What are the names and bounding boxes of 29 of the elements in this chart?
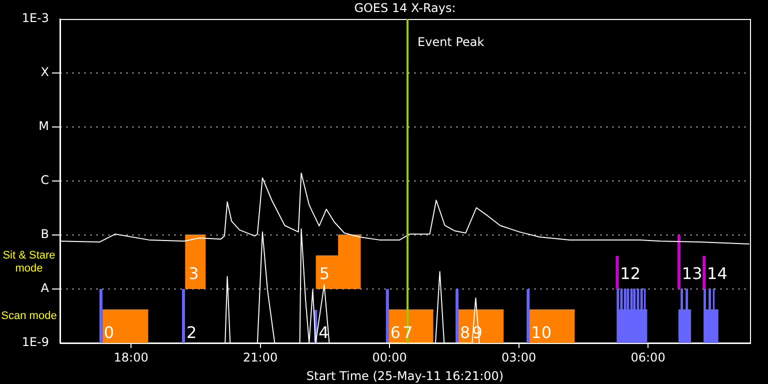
series-label: 0 (104, 323, 114, 342)
x-tick-label: 06:00 (630, 350, 666, 364)
series-label: 2 (186, 323, 197, 342)
series-label: 14 (707, 264, 728, 283)
x-tick-label: 03:00 (502, 350, 536, 364)
y-tick-label: A (40, 281, 50, 296)
series-label: 8 (460, 323, 470, 342)
series-label: 4 (318, 323, 329, 342)
chart-title: GOES 14 X-Rays: (354, 1, 456, 16)
series-label: 13 (682, 264, 702, 283)
series-label: 3 (188, 264, 199, 283)
y-tick-label: M (38, 119, 49, 134)
y-tick-label: C (40, 173, 49, 188)
series-label: 7 (402, 323, 413, 342)
series-label: 5 (319, 264, 330, 283)
series-label: 6 (390, 323, 401, 342)
y-tick-label: 1E-3 (22, 11, 49, 26)
series-label: 10 (531, 323, 552, 342)
x-tick-label: 00:00 (372, 350, 407, 364)
x-tick-label: 18:00 (114, 350, 148, 364)
y-tick-label: X (40, 65, 49, 80)
ref-line-label: Event Peak (418, 35, 484, 50)
y-tick-label: B (40, 227, 49, 242)
text: Sit & Stare mode (2, 250, 56, 275)
x-tick-label: 21:00 (243, 350, 278, 364)
x-axis-title: Start Time (25-May-11 16:21:00) (306, 368, 504, 383)
series-label: 12 (620, 264, 641, 283)
y-tick-label: 1E-9 (22, 335, 49, 350)
text: Scan mode (1, 310, 57, 322)
